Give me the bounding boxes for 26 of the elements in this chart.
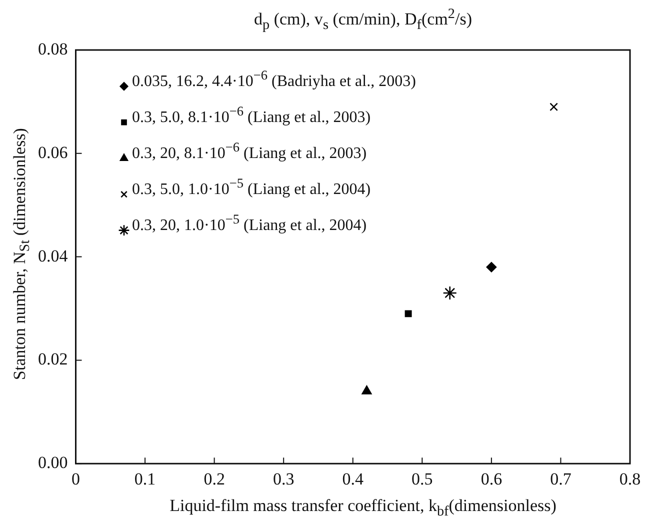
legend-label: 0.3, 5.0, 8.1·10$^{−6}$ (Liang et al., 2003)	[132, 104, 371, 126]
x-tick-label: 0.7	[550, 469, 572, 488]
legend-label: 0.3, 20, 1.0·10$^{−5}$ (Liang et al., 2004)	[132, 212, 367, 234]
point	[550, 102, 558, 112]
point	[486, 262, 497, 272]
x-tick-label: 0.2	[204, 469, 225, 488]
x-axis-title: Liquid-film mass transfer coefficient, k$_{bf}$(dimensionless)	[168, 496, 558, 520]
legend-label: 0.3, 20, 8.1·10$^{−6}$ (Liang et al., 2003)	[132, 140, 367, 162]
x-tick-label: 0.5	[412, 469, 433, 488]
y-tick-label: 0.02	[38, 350, 68, 369]
x-tick-label: 0.4	[342, 469, 364, 488]
y-tick-label: 0.00	[38, 453, 68, 472]
y-tick-label: 0.04	[38, 246, 68, 266]
y-tick-label: 0.06	[38, 142, 68, 162]
x-tick-label: 0.3	[272, 469, 294, 488]
chart-title: d$_{p}$ (cm), v$_{s}$ (cm/min), D$_{f}$(cm$^{2}$/s)	[254, 6, 472, 34]
point	[404, 310, 412, 318]
x-tick-label: 0.6	[480, 469, 502, 488]
legend-label: 0.3, 5.0, 1.0·10$^{−5}$ (Liang et al., 2004)	[132, 176, 371, 198]
point	[442, 286, 458, 300]
x-tick-label: 0.1	[134, 469, 156, 488]
legend-label: 0.035, 16.2, 4.4·10$^{−6}$ (Badriyha et al., 2003)	[132, 68, 416, 90]
x-tick-label: 0.8	[619, 469, 641, 488]
x-tick-label: 0	[72, 469, 80, 488]
y-tick-label: 0.08	[38, 39, 68, 58]
point	[362, 386, 372, 394]
